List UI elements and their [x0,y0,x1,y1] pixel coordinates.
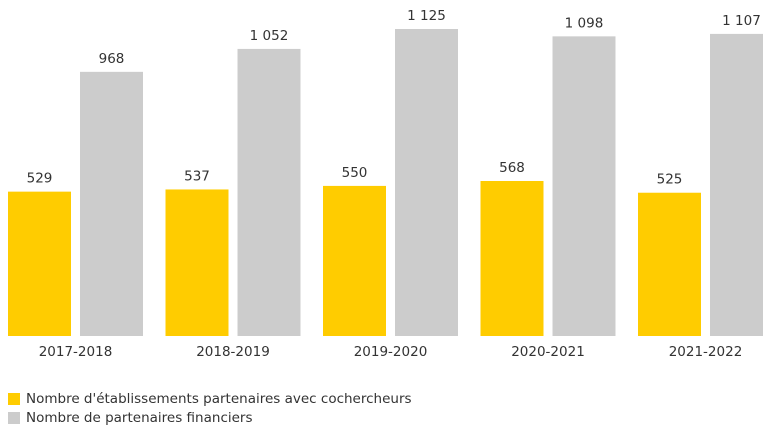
value-label: 1 098 [565,15,604,31]
x-tick-label: 2019-2020 [354,344,428,360]
legend-label: Nombre d'établissements partenaires avec… [26,391,412,407]
bar [480,180,544,336]
value-label: 568 [499,160,525,176]
bar [165,189,229,336]
bar [638,192,701,336]
bar [395,29,458,336]
bar [80,71,143,336]
bar [710,33,763,337]
bar [323,185,386,336]
x-tick-label: 2018-2019 [196,344,270,360]
bar [237,48,301,336]
value-label: 1 052 [250,28,289,44]
bar [8,191,71,336]
value-label: 529 [27,171,53,187]
value-label: 550 [342,165,368,181]
legend-label: Nombre de partenaires financiers [26,410,253,426]
legend-swatch [8,393,20,405]
value-label: 1 107 [722,13,761,29]
x-tick-label: 2017-2018 [39,344,113,360]
x-tick-label: 2021-2022 [669,344,743,360]
value-label: 525 [657,172,683,188]
bar [552,36,616,336]
value-label: 537 [184,168,210,184]
x-tick-label: 2020-2021 [511,344,585,360]
value-label: 1 125 [407,8,446,24]
legend-swatch [8,412,20,424]
value-label: 968 [99,51,125,67]
